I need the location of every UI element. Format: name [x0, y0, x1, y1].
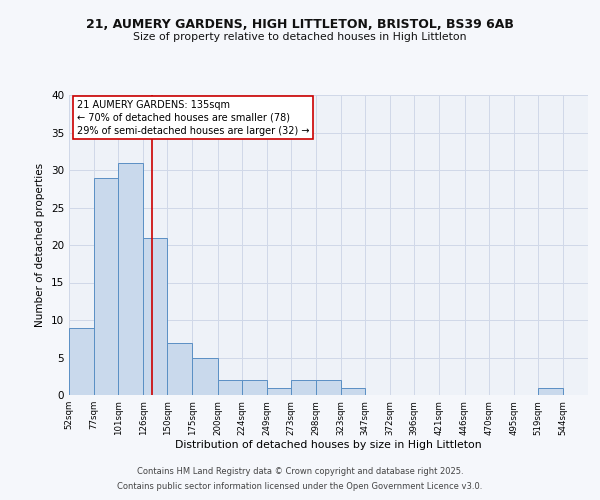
Text: Size of property relative to detached houses in High Littleton: Size of property relative to detached ho… — [133, 32, 467, 42]
Bar — [242, 380, 267, 395]
Text: Contains public sector information licensed under the Open Government Licence v3: Contains public sector information licen… — [118, 482, 482, 491]
Bar — [218, 380, 242, 395]
Bar — [94, 178, 118, 395]
X-axis label: Distribution of detached houses by size in High Littleton: Distribution of detached houses by size … — [175, 440, 482, 450]
Y-axis label: Number of detached properties: Number of detached properties — [35, 163, 46, 327]
Bar — [143, 238, 167, 395]
Bar — [69, 328, 94, 395]
Text: 21 AUMERY GARDENS: 135sqm
← 70% of detached houses are smaller (78)
29% of semi-: 21 AUMERY GARDENS: 135sqm ← 70% of detac… — [77, 100, 309, 136]
Bar — [193, 358, 218, 395]
Bar — [167, 342, 193, 395]
Bar — [341, 388, 365, 395]
Bar — [118, 162, 143, 395]
Bar — [267, 388, 291, 395]
Text: Contains HM Land Registry data © Crown copyright and database right 2025.: Contains HM Land Registry data © Crown c… — [137, 467, 463, 476]
Text: 21, AUMERY GARDENS, HIGH LITTLETON, BRISTOL, BS39 6AB: 21, AUMERY GARDENS, HIGH LITTLETON, BRIS… — [86, 18, 514, 30]
Bar — [316, 380, 341, 395]
Bar — [291, 380, 316, 395]
Bar — [538, 388, 563, 395]
